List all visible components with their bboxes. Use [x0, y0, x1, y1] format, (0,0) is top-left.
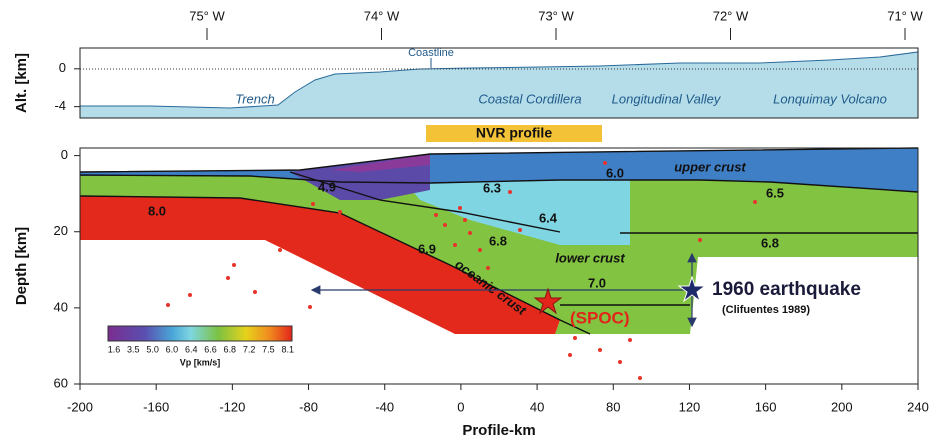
velocity-label: 6.8	[761, 235, 779, 250]
x-tick-label: -200	[67, 399, 93, 414]
colorbar-tick-label: 5.0	[146, 344, 159, 354]
colorbar-tick-label: 1.6	[108, 344, 121, 354]
x-tick-label: 160	[755, 399, 777, 414]
altitude-axis-title: Alt. [km]	[13, 53, 30, 113]
x-axis-title: Profile-km	[462, 422, 535, 439]
cordillera-label: Coastal Cordillera	[478, 91, 581, 106]
colorbar	[108, 326, 292, 341]
y-tick-label: 0	[61, 147, 68, 162]
longitude-label: 74° W	[364, 8, 400, 23]
x-tick-label: 80	[606, 399, 620, 414]
velocity-label: 4.9	[318, 179, 336, 194]
y-tick-label: 0	[59, 60, 66, 75]
earthquake-reference: (Clifuentes 1989)	[722, 304, 810, 316]
y-tick-label: 20	[54, 223, 68, 238]
velocity-label: 6.0	[606, 165, 624, 180]
earthquake-label: 1960 earthquake	[712, 279, 861, 300]
x-tick-label: -40	[375, 399, 394, 414]
velocity-label: 6.3	[483, 180, 501, 195]
x-tick-label: -160	[143, 399, 169, 414]
lower-crust-label: lower crust	[555, 250, 625, 265]
valley-label: Longitudinal Valley	[612, 91, 722, 106]
coastline-label: Coastline	[408, 47, 454, 59]
x-tick-label: -80	[299, 399, 318, 414]
velocity-label: 6.5	[766, 185, 784, 200]
longitude-label: 72° W	[713, 8, 749, 23]
x-tick-label: 120	[679, 399, 701, 414]
x-tick-label: -120	[219, 399, 245, 414]
profile-title: NVR profile	[476, 125, 552, 141]
colorbar-tick-label: 6.0	[166, 344, 179, 354]
x-tick-label: 240	[907, 399, 929, 414]
longitude-label: 73° W	[538, 8, 574, 23]
velocity-label: 7.0	[588, 275, 606, 290]
x-tick-label: 0	[457, 399, 464, 414]
depth-axis-title: Depth [km]	[13, 227, 30, 305]
colorbar-tick-label: 6.8	[224, 344, 237, 354]
velocity-label: 6.9	[418, 241, 436, 256]
colorbar-tick-label: 7.5	[262, 344, 275, 354]
longitude-label: 75° W	[189, 8, 225, 23]
velocity-label: 6.8	[489, 233, 507, 248]
colorbar-tick-label: 8.1	[281, 344, 294, 354]
x-tick-label: 40	[530, 399, 544, 414]
longitude-label: 71° W	[887, 8, 923, 23]
trench-label: Trench	[235, 91, 275, 106]
x-tick-label: 200	[831, 399, 853, 414]
spoc-label: (SPOC)	[570, 308, 630, 327]
velocity-label: 8.0	[148, 203, 166, 218]
colorbar-tick-label: 6.4	[185, 344, 198, 354]
topography	[80, 52, 918, 118]
velocity-label: 6.4	[539, 210, 558, 225]
upper-crust-label: upper crust	[674, 159, 746, 174]
colorbar-tick-label: 6.6	[204, 344, 217, 354]
y-tick-label: 40	[54, 299, 68, 314]
volcano-label: Lonquimay Volcano	[773, 91, 887, 106]
colorbar-title: Vp [km/s]	[180, 357, 221, 367]
y-tick-label: -4	[54, 98, 66, 113]
colorbar-tick-label: 7.2	[243, 344, 256, 354]
colorbar-tick-label: 3.5	[127, 344, 140, 354]
y-tick-label: 60	[54, 375, 68, 390]
figure: Coastline Trench Coastal Cordillera Long…	[0, 0, 937, 443]
